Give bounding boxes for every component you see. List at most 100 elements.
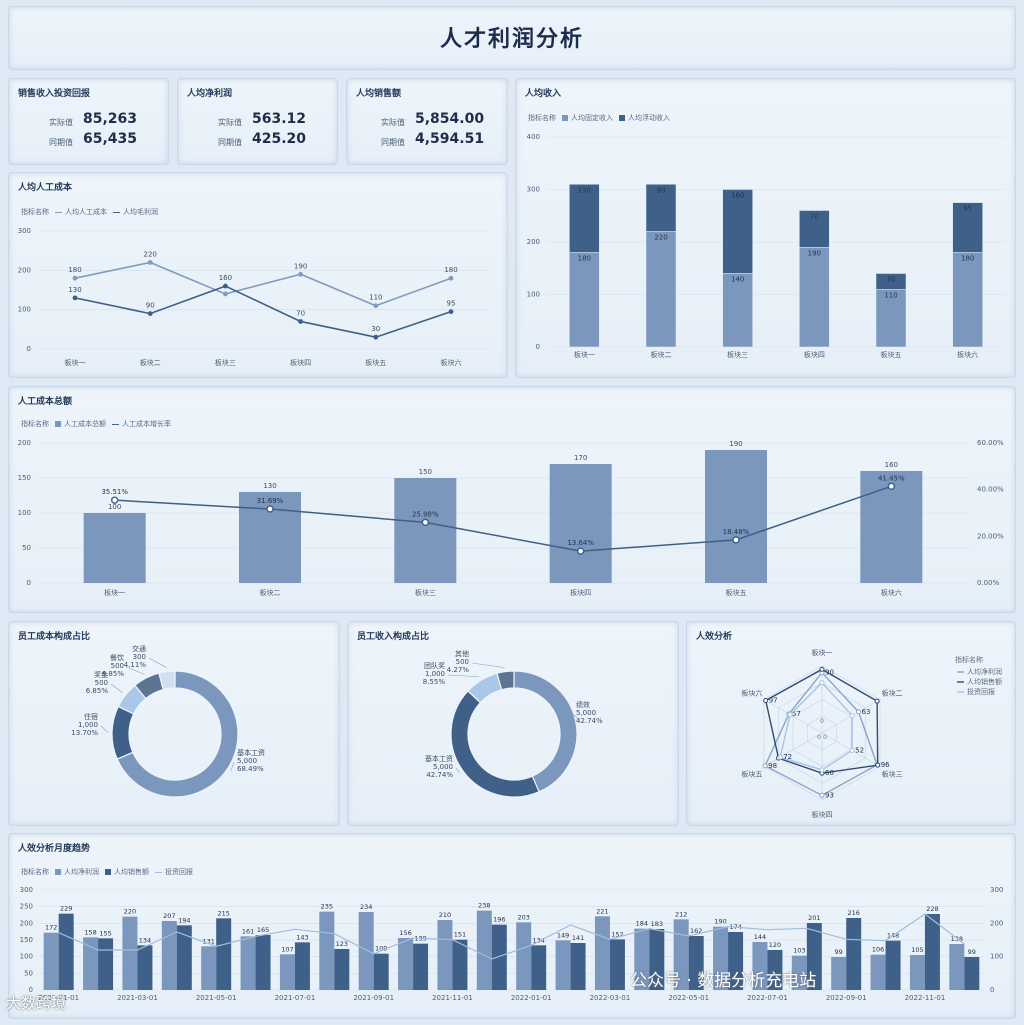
data-point [849,713,855,719]
y-tick-label: 200 [18,439,31,447]
data-label: 194 [178,916,190,924]
data-label: 103 [793,947,805,955]
kpi-compare-label: 同期值 [381,138,405,147]
bar [58,913,74,990]
data-label: 35.51% [101,488,128,496]
y-tick-label: 100 [18,306,31,314]
kpi-compare-label: 同期值 [218,138,242,147]
pie-slice [158,670,176,691]
kpi-compare: 同期值 65,435 [49,131,137,148]
bar [216,918,232,990]
data-point [266,505,274,513]
data-label: 215 [217,909,229,917]
bar [875,273,907,290]
bar [634,928,650,990]
slice-value: 300 [133,653,146,661]
x-tick-label: 板块三 [415,588,436,597]
slice-label: 绩效 [576,700,590,709]
data-point [72,295,78,301]
data-point [72,275,78,281]
slice-label: 住宿 [84,712,98,721]
bar [476,910,492,990]
slice-value: 500 [95,679,108,687]
series-line [74,261,452,307]
legend-swatch [113,211,120,213]
data-label: 0 [820,718,824,725]
data-label: 180 [578,255,591,263]
data-label: 212 [675,910,687,918]
chart-panel-employee-cost-composition: 员工成本构成占比 基本工资 5,000 68.49% 住宿 1,000 13.70% 奖金 5… [8,621,340,826]
data-label: 18.48% [723,528,750,536]
slice-label: 餐饮 [110,653,124,662]
slice-label: 团队奖 [424,661,445,670]
data-label: 190 [294,262,307,270]
chart-panel-labor-cost-per-capita: 人均人工成本 指标名称 人均人工成本 人均毛利润 0 100 200 300 板块一 板块二板… [8,172,508,378]
bar [201,946,217,990]
data-point [777,754,783,760]
y-tick-label: 50 [24,969,33,977]
y-tick-label: 300 [20,886,33,894]
data-label: 25.98% [412,510,439,518]
y-tick-label: 200 [18,266,31,274]
data-label: 90 [825,669,834,677]
data-label: 31.69% [257,497,284,505]
data-label: 41.45% [878,474,905,482]
data-point [110,496,119,504]
data-point [849,747,855,753]
pie-slice [496,670,515,691]
bar [531,945,547,990]
data-label: 150 [419,468,432,476]
legend-swatch [55,211,62,213]
bar [358,912,374,990]
kpi-actual-label: 实际值 [49,118,73,127]
data-label: 90 [657,186,666,194]
bar [43,932,59,990]
y-tick-label: 400 [527,133,540,141]
data-label: 100 [108,503,121,511]
bar [949,944,965,990]
data-label: 220 [144,250,157,258]
chart-title: 员工收入构成占比 [357,632,430,642]
slice-value: 5,000 [433,763,453,771]
bar [294,942,310,990]
y2-tick-label: 40.00% [977,486,1004,494]
chart-panel-labor-cost-total: 人工成本总额 指标名称 人工成本总额 人工成本增长率 0 50 100 150 200 0.0… [8,386,1016,613]
series-line [114,485,892,552]
data-label: 141 [572,934,584,942]
data-label: 109 [375,945,387,953]
data-label: 105 [911,946,923,954]
x-tick-label: 2022-03-01 [590,994,631,1002]
data-label: 107 [281,945,293,953]
slice-pct: 13.70% [71,729,98,737]
bar [649,929,665,990]
data-label: 156 [399,929,411,937]
data-point [732,536,740,544]
slice-value: 5,000 [576,709,596,717]
data-label: 234 [360,903,372,911]
x-tick-label: 板块三 [215,358,236,367]
data-label: 190 [808,249,821,257]
kpi-actual-value: 563.12 [252,111,307,127]
x-tick-label: 2021-09-01 [353,994,394,1002]
bar [722,273,753,348]
leader-line [230,761,235,771]
chart-title: 人工成本总额 [18,397,73,407]
data-label: 210 [439,911,451,919]
kpi-title: 人均销售额 [356,89,402,99]
data-point [819,767,825,773]
data-label: 30 [371,325,380,333]
data-point [373,334,379,340]
data-point [787,712,793,718]
slice-pct: 4.11% [124,661,147,669]
series-line [58,913,965,960]
chart-legend: 指标名称 人工成本总额 人工成本增长率 [21,419,171,429]
legend-item: 人均毛利润 [123,208,158,216]
legend-item: 人均固定收入 [571,114,613,122]
radar-axis [763,732,823,767]
kpi-actual-label: 实际值 [381,118,405,127]
page-title: 人才利润分析 [439,27,584,52]
bar [98,938,114,990]
legend-item: 人均销售额 [114,868,149,876]
series-line [74,285,452,339]
x-tick-label: 2022-11-01 [905,994,946,1002]
